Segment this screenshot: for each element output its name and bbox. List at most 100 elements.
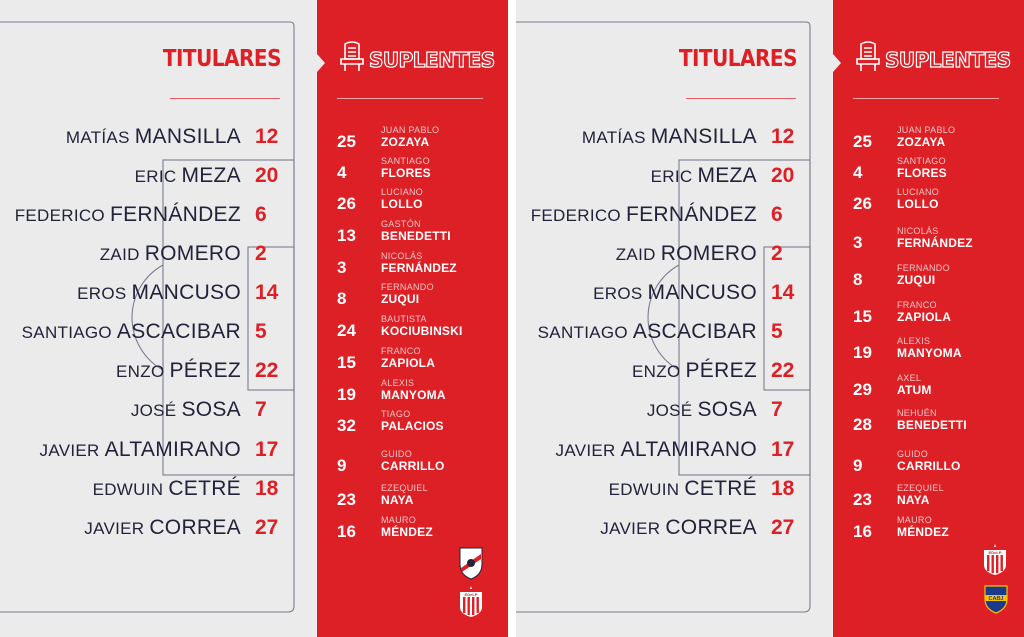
- sub-last-name: ZUQUI: [381, 292, 420, 306]
- starter-number: 18: [771, 477, 795, 500]
- sub-last-name: FLORES: [381, 166, 431, 180]
- sub-first-name: NICOLÁS: [897, 226, 939, 236]
- divider-arrow: [317, 54, 325, 72]
- sub-number: 16: [337, 522, 356, 541]
- sub-last-name: NAYA: [897, 493, 930, 507]
- sub-first-name: NICOLÁS: [381, 251, 423, 261]
- starter-row: FEDERICO FERNÁNDEZ: [15, 201, 241, 229]
- sub-first-name: EZEQUIEL: [897, 483, 944, 493]
- starter-row: MATÍAS MANSILLA: [582, 123, 757, 151]
- starter-last-name: SOSA: [181, 398, 241, 421]
- starter-first-name: EDWUIN: [608, 480, 680, 499]
- starter-last-name: CORREA: [149, 516, 241, 539]
- starter-number: 22: [771, 359, 795, 382]
- title-underline: [170, 98, 280, 99]
- starter-number: 12: [771, 125, 795, 148]
- sub-first-name: AXEL: [897, 373, 922, 383]
- starter-last-name: ALTAMIRANO: [104, 438, 241, 461]
- sub-last-name: KOCIUBINSKI: [381, 324, 463, 338]
- substitutes-section: SUPLENTES 25 JUAN PABLO ZOZAYA 4 SANTIAGO FL…: [317, 0, 508, 637]
- titulares-title: TITULARES: [162, 44, 282, 72]
- starter-first-name: JAVIER: [39, 441, 100, 460]
- sub-last-name: BENEDETTI: [381, 229, 451, 243]
- starter-row: EROS MANCUSO: [593, 279, 757, 307]
- starter-last-name: PÉREZ: [685, 359, 757, 382]
- crest-text: EDeLP: [989, 550, 1002, 555]
- starter-last-name: CETRÉ: [684, 477, 757, 500]
- sub-number: 15: [853, 307, 872, 326]
- starter-row: JAVIER CORREA: [600, 514, 757, 542]
- sub-first-name: LUCIANO: [381, 187, 424, 197]
- starter-row: JAVIER ALTAMIRANO: [556, 436, 757, 464]
- sub-number: 26: [337, 194, 356, 213]
- sub-last-name: MÉNDEZ: [381, 525, 433, 539]
- starter-row: JAVIER ALTAMIRANO: [40, 436, 241, 464]
- sub-last-name: FERNÁNDEZ: [897, 236, 973, 250]
- starter-first-name: SANTIAGO: [537, 323, 628, 342]
- sub-number: 9: [337, 456, 347, 475]
- sub-first-name: ALEXIS: [897, 336, 931, 346]
- starter-row: EDWUIN CETRÉ: [93, 475, 241, 503]
- sub-first-name: FRANCO: [381, 346, 421, 356]
- starter-number: 20: [771, 164, 795, 187]
- starter-first-name: FEDERICO: [14, 206, 105, 225]
- sub-last-name: ZAPIOLA: [897, 310, 952, 324]
- sub-first-name: NEHUÉN: [897, 408, 937, 418]
- title-underline: [686, 98, 796, 99]
- bench-seat-icon: [340, 41, 364, 71]
- sub-last-name: PALACIOS: [381, 419, 444, 433]
- starter-first-name: JOSÉ: [130, 401, 177, 420]
- sub-first-name: EZEQUIEL: [381, 483, 428, 493]
- starter-first-name: EROS: [77, 284, 127, 303]
- starter-row: SANTIAGO ASCACIBAR: [538, 318, 757, 346]
- sub-number: 13: [337, 226, 356, 245]
- sub-last-name: NAYA: [381, 493, 414, 507]
- starter-number: 17: [771, 438, 795, 461]
- sub-first-name: FERNANDO: [381, 282, 434, 292]
- estudiantes-crest-icon: EDeLP: [460, 586, 482, 617]
- boca-juniors-crest-icon: CABJ: [984, 585, 1008, 614]
- starter-number: 5: [771, 320, 783, 343]
- starter-row: ERIC MEZA: [651, 162, 757, 190]
- sub-number: 8: [337, 289, 347, 308]
- sub-first-name: GUIDO: [381, 449, 413, 459]
- starter-first-name: ENZO: [632, 362, 681, 381]
- starter-number: 6: [771, 203, 783, 226]
- sub-last-name: MANYOMA: [381, 388, 446, 402]
- starter-first-name: MATÍAS: [65, 128, 130, 147]
- starter-number: 27: [255, 516, 279, 539]
- starter-first-name: ENZO: [116, 362, 165, 381]
- suplentes-title: SUPLENTES: [884, 47, 1011, 72]
- starter-number: 7: [771, 398, 783, 421]
- starter-number: 17: [255, 438, 279, 461]
- sub-last-name: CARRILLO: [897, 459, 961, 473]
- starter-last-name: FERNÁNDEZ: [109, 203, 241, 226]
- sub-first-name: ALEXIS: [381, 378, 415, 388]
- sub-first-name: GUIDO: [897, 449, 929, 459]
- sub-number: 15: [337, 353, 356, 372]
- sub-last-name: ZOZAYA: [381, 135, 430, 149]
- sub-number: 23: [853, 490, 872, 509]
- sub-last-name: LOLLO: [381, 197, 423, 211]
- lineup-panel-1: TITULARES MATÍAS MANSILLA 12 ERIC MEZA 20 …: [0, 0, 508, 637]
- starter-row: ZAID ROMERO: [616, 240, 757, 268]
- starter-number: 7: [255, 398, 267, 421]
- starter-row: ENZO PÉREZ: [116, 357, 241, 385]
- starter-last-name: SOSA: [697, 398, 757, 421]
- sub-number: 16: [853, 522, 872, 541]
- crest-text: EDeLP: [465, 592, 478, 597]
- sub-number: 25: [853, 132, 872, 151]
- sub-number: 28: [853, 415, 872, 434]
- sub-first-name: FERNANDO: [897, 263, 950, 273]
- starter-last-name: MEZA: [181, 164, 241, 187]
- starter-number: 12: [255, 125, 279, 148]
- sub-number: 26: [853, 194, 872, 213]
- starter-last-name: ASCACIBAR: [116, 320, 241, 343]
- starter-last-name: MANCUSO: [647, 281, 757, 304]
- sub-last-name: ATUM: [897, 383, 932, 397]
- starter-last-name: MEZA: [697, 164, 757, 187]
- starter-first-name: JOSÉ: [646, 401, 693, 420]
- sub-first-name: JUAN PABLO: [897, 125, 956, 135]
- starter-last-name: MANSILLA: [650, 125, 757, 148]
- sub-first-name: LUCIANO: [897, 187, 940, 197]
